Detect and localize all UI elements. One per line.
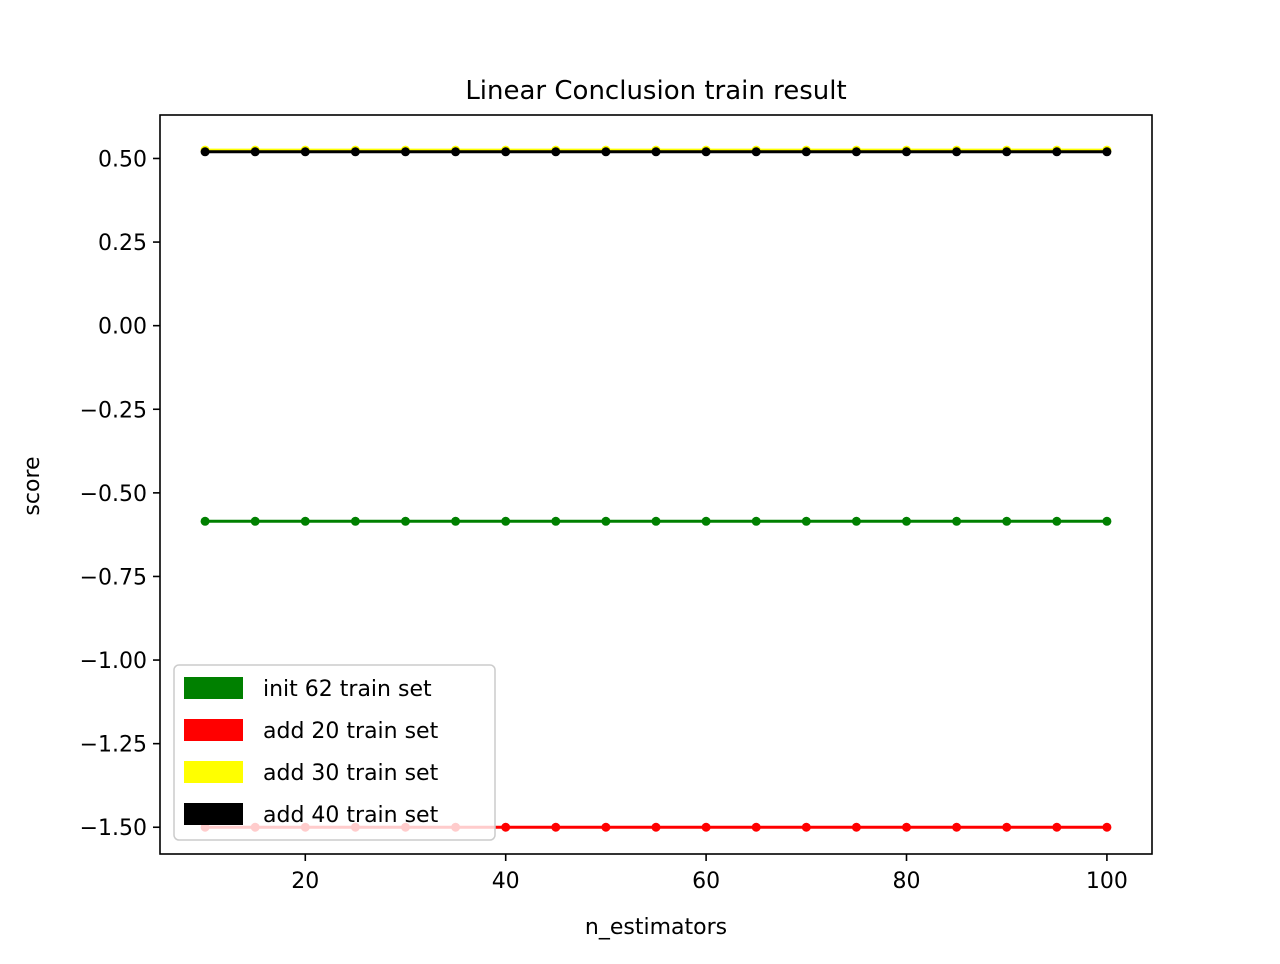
legend-label: add 40 train set xyxy=(263,803,439,828)
data-point xyxy=(1102,147,1112,157)
data-point xyxy=(300,147,310,157)
data-point xyxy=(1002,147,1012,157)
data-point xyxy=(801,516,811,526)
data-point xyxy=(400,516,410,526)
data-point xyxy=(701,147,711,157)
data-point xyxy=(1052,822,1062,832)
y-tick-label: 0.25 xyxy=(98,231,147,256)
legend-swatch xyxy=(184,719,243,741)
y-tick-label: −0.50 xyxy=(80,482,147,507)
legend-label: add 20 train set xyxy=(263,719,439,744)
series-1 xyxy=(200,516,1112,526)
legend-swatch xyxy=(184,761,243,783)
data-point xyxy=(651,516,661,526)
axes: 20 40 60 80 100 0.50 0.25 0.00 −0.25 −0.50 −0.75 −1… xyxy=(80,114,1153,894)
data-point xyxy=(250,516,260,526)
data-point xyxy=(250,147,260,157)
chart-title: Linear Conclusion train result xyxy=(465,76,846,106)
data-point xyxy=(501,822,511,832)
legend-label: init 62 train set xyxy=(263,677,432,702)
x-tick-label: 100 xyxy=(1086,869,1128,894)
y-axis-label: score xyxy=(20,456,45,515)
y-tick-label: −1.00 xyxy=(80,649,147,674)
y-tick-label: 0.00 xyxy=(98,315,147,340)
y-tick-label: −1.25 xyxy=(80,733,147,758)
data-point xyxy=(551,147,561,157)
x-tick-label: 80 xyxy=(893,869,921,894)
data-point xyxy=(1052,516,1062,526)
data-point xyxy=(851,822,861,832)
data-point xyxy=(801,822,811,832)
series-4 xyxy=(200,147,1112,157)
data-point xyxy=(451,516,461,526)
data-point xyxy=(200,147,210,157)
data-point xyxy=(601,822,611,832)
data-point xyxy=(902,147,912,157)
plot-area xyxy=(200,145,1112,832)
data-point xyxy=(751,822,761,832)
data-point xyxy=(1052,147,1062,157)
x-axis-label: n_estimators xyxy=(585,915,727,940)
legend-box xyxy=(173,664,496,841)
data-point xyxy=(551,822,561,832)
data-point xyxy=(501,147,511,157)
data-point xyxy=(1002,516,1012,526)
data-point xyxy=(701,822,711,832)
data-point xyxy=(601,147,611,157)
legend-swatch xyxy=(184,677,243,699)
data-point xyxy=(601,516,611,526)
data-point xyxy=(751,516,761,526)
y-tick-label: 0.50 xyxy=(98,147,147,172)
data-point xyxy=(902,516,912,526)
data-point xyxy=(1102,822,1112,832)
data-point xyxy=(451,147,461,157)
data-point xyxy=(551,516,561,526)
data-point xyxy=(400,147,410,157)
y-tick-label: −1.50 xyxy=(80,816,147,841)
data-point xyxy=(350,147,360,157)
data-point xyxy=(751,147,761,157)
legend-swatch xyxy=(184,803,243,825)
data-point xyxy=(952,147,962,157)
data-point xyxy=(1102,516,1112,526)
data-point xyxy=(952,822,962,832)
data-point xyxy=(952,516,962,526)
data-point xyxy=(851,516,861,526)
y-tick-label: −0.25 xyxy=(80,398,147,423)
data-point xyxy=(1002,822,1012,832)
x-tick-label: 60 xyxy=(692,869,720,894)
data-point xyxy=(801,147,811,157)
legend: init 62 train set add 20 train set add 30 … xyxy=(173,664,496,841)
data-point xyxy=(501,516,511,526)
data-point xyxy=(651,822,661,832)
data-point xyxy=(350,516,360,526)
data-point xyxy=(701,516,711,526)
x-tick-label: 40 xyxy=(492,869,520,894)
axes-frame xyxy=(159,114,1153,855)
x-tick-label: 20 xyxy=(291,869,319,894)
legend-label: add 30 train set xyxy=(263,761,439,786)
y-tick-label: −0.75 xyxy=(80,565,147,590)
data-point xyxy=(851,147,861,157)
data-point xyxy=(651,147,661,157)
data-point xyxy=(902,822,912,832)
data-point xyxy=(200,516,210,526)
data-point xyxy=(300,516,310,526)
